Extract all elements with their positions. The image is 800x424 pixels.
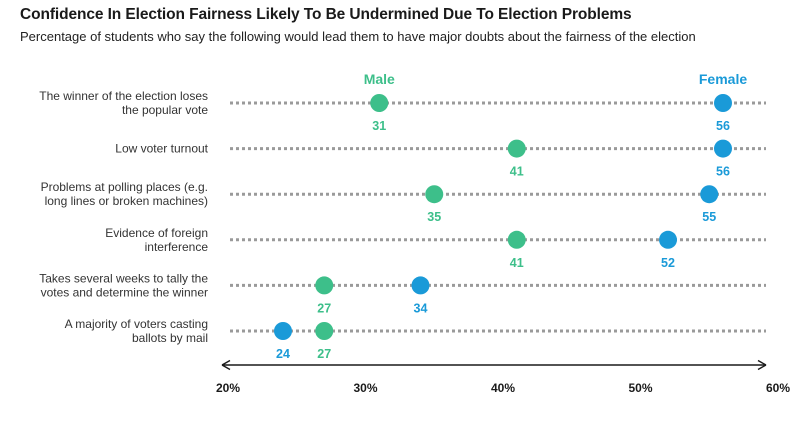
category-label: the popular vote: [122, 103, 208, 117]
x-axis-left-arrow: [221, 359, 231, 371]
male-dot: [315, 276, 334, 295]
male-dot: [507, 139, 526, 158]
female-value-label: 34: [414, 301, 428, 315]
male-value-label: 35: [427, 210, 441, 224]
x-axis-right-arrow: [757, 359, 767, 371]
male-dot: [425, 185, 444, 204]
category-label: Problems at polling places (e.g.: [41, 180, 208, 194]
category-label: The winner of the election loses: [39, 89, 208, 103]
male-dot: [370, 94, 389, 112]
x-tick-label: 50%: [628, 381, 652, 395]
chart-title: Confidence In Election Fairness Likely T…: [20, 6, 632, 23]
female-dot: [714, 139, 732, 158]
x-tick-label: 30%: [353, 381, 377, 395]
category-label: Evidence of foreign: [105, 226, 208, 240]
chart-subtitle: Percentage of students who say the follo…: [20, 29, 696, 44]
category-label: A majority of voters casting: [65, 317, 208, 331]
female-dot: [274, 322, 292, 340]
female-value-label: 56: [716, 119, 730, 133]
female-dot: [700, 185, 719, 204]
category-label: Low voter turnout: [115, 142, 208, 156]
category-label: ballots by mail: [132, 331, 208, 345]
male-value-label: 27: [317, 347, 331, 361]
male-dot: [315, 322, 334, 340]
female-dot: [411, 276, 430, 295]
x-tick-label: 60%: [766, 381, 790, 395]
x-tick-label: 40%: [491, 381, 515, 395]
male-value-label: 31: [372, 119, 386, 133]
category-label: votes and determine the winner: [41, 285, 208, 299]
x-tick-label: 20%: [216, 381, 240, 395]
male-value-label: 41: [510, 165, 524, 179]
category-label: interference: [145, 240, 209, 254]
category-label: long lines or broken machines): [45, 194, 208, 208]
female-value-label: 24: [276, 347, 290, 361]
female-dot: [714, 94, 732, 112]
category-label: Takes several weeks to tally the: [39, 271, 208, 285]
female-value-label: 56: [716, 165, 730, 179]
female-value-label: 52: [661, 256, 675, 270]
male-value-label: 41: [510, 256, 524, 270]
legend-male: Male: [364, 71, 395, 87]
male-value-label: 27: [317, 301, 331, 315]
legend-female: Female: [699, 71, 747, 87]
male-dot: [507, 230, 526, 249]
female-dot: [659, 230, 677, 249]
female-value-label: 55: [702, 210, 716, 224]
